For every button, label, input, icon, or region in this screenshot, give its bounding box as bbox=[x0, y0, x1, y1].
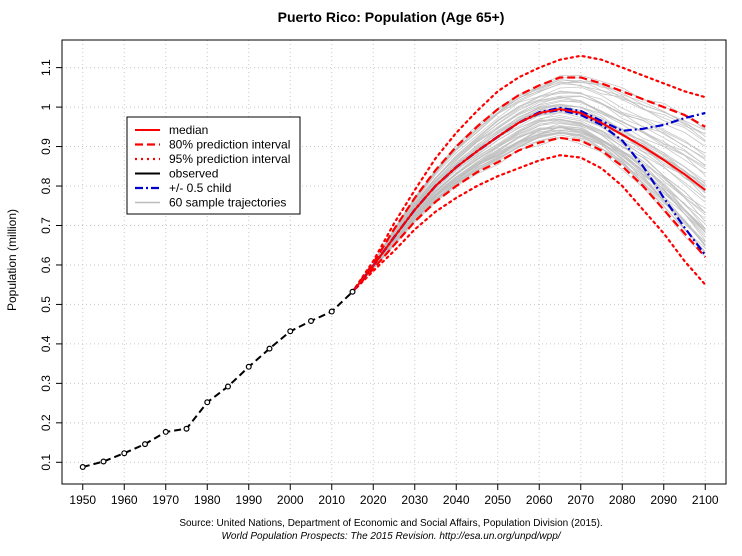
series-line-95-prediction-interval-upper bbox=[351, 54, 707, 293]
x-tick-label: 2060 bbox=[526, 493, 553, 507]
observed-point bbox=[79, 464, 86, 471]
sample-trajectory bbox=[352, 103, 706, 293]
x-tick-label: 2090 bbox=[650, 493, 677, 507]
x-tick-label: 2010 bbox=[318, 493, 345, 507]
x-tick-label: 2040 bbox=[443, 493, 470, 507]
legend-label: +/- 0.5 child bbox=[169, 181, 231, 195]
series-line-95-prediction-interval-lower bbox=[351, 154, 707, 293]
y-tick-label: 0.1 bbox=[39, 454, 53, 471]
y-tick-label: 1.1 bbox=[39, 59, 53, 76]
y-tick-label: 0.4 bbox=[39, 335, 53, 352]
plot-area: 1950 1960 1970 1980 1990 2000 2010 2020 2030 2040… bbox=[39, 39, 727, 507]
plot-border bbox=[61, 39, 727, 485]
x-tick-label: 1980 bbox=[194, 493, 221, 507]
x-tick-label: 1950 bbox=[69, 493, 96, 507]
sample-trajectory bbox=[352, 131, 706, 293]
sample-trajectory bbox=[352, 77, 706, 293]
y-tick-label: 0.3 bbox=[39, 375, 53, 392]
legend-label: observed bbox=[169, 167, 218, 181]
observed-point bbox=[328, 308, 335, 315]
x-tick-label: 2030 bbox=[401, 493, 428, 507]
series-line-80-prediction-interval-lower bbox=[351, 136, 707, 293]
y-tick-label: 0.2 bbox=[39, 414, 53, 431]
x-tick-label: 2070 bbox=[567, 493, 594, 507]
source-line-2: World Population Prospects: The 2015 Rev… bbox=[221, 531, 561, 542]
x-tick-label: 1990 bbox=[235, 493, 262, 507]
observed-point bbox=[245, 363, 252, 370]
y-tick-label: 0.9 bbox=[39, 138, 53, 155]
legend-label: 60 sample trajectories bbox=[169, 196, 286, 210]
legend-label: 95% prediction interval bbox=[169, 152, 290, 166]
observed-point bbox=[266, 345, 273, 352]
observed-point bbox=[287, 328, 294, 335]
source-line-1: Source: United Nations, Department of Ec… bbox=[179, 518, 602, 529]
sample-trajectory bbox=[352, 86, 706, 293]
observed-point bbox=[142, 441, 149, 448]
x-tick-label: 1970 bbox=[152, 493, 179, 507]
x-tick-label: 2000 bbox=[277, 493, 304, 507]
chart-title: Puerto Rico: Population (Age 65+) bbox=[278, 9, 505, 25]
x-tick-label: 1960 bbox=[111, 493, 138, 507]
y-tick-label: 0.5 bbox=[39, 296, 53, 313]
y-axis-label: Population (million) bbox=[5, 209, 19, 311]
observed-point bbox=[225, 383, 232, 390]
y-tick-label: 1 bbox=[39, 103, 53, 110]
observed-point bbox=[204, 399, 211, 406]
observed-point bbox=[121, 450, 128, 457]
sample-trajectory bbox=[352, 90, 706, 293]
sample-trajectory bbox=[352, 115, 706, 293]
legend-label: 80% prediction interval bbox=[169, 138, 290, 152]
observed-point bbox=[183, 425, 190, 432]
sample-trajectory bbox=[352, 119, 706, 293]
observed-point bbox=[308, 318, 315, 325]
x-tick-label: 2050 bbox=[484, 493, 511, 507]
y-tick-label: 0.6 bbox=[39, 256, 53, 273]
series-line-median bbox=[351, 108, 706, 293]
observed-point bbox=[349, 288, 356, 295]
y-tick-label: 0.7 bbox=[39, 217, 53, 234]
series-line-80-prediction-interval-upper bbox=[351, 76, 706, 293]
series-line-observed bbox=[82, 291, 354, 468]
legend-label: median bbox=[169, 123, 208, 137]
x-tick-label: 2080 bbox=[609, 493, 636, 507]
sample-trajectory bbox=[352, 116, 706, 293]
sample-trajectory bbox=[352, 81, 706, 293]
legend-box bbox=[126, 116, 301, 215]
observed-point bbox=[162, 428, 169, 435]
sample-trajectory bbox=[352, 127, 706, 293]
x-tick-label: 2020 bbox=[360, 493, 387, 507]
y-tick-label: 0.8 bbox=[39, 177, 53, 194]
sample-trajectory bbox=[352, 100, 706, 293]
x-tick-label: 2100 bbox=[692, 493, 719, 507]
observed-point bbox=[100, 458, 107, 465]
